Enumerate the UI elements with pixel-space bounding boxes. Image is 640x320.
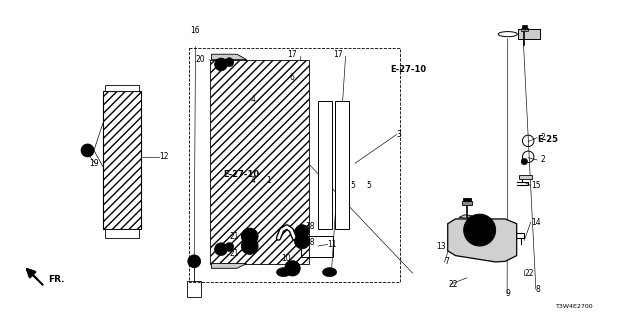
Bar bbox=[335, 101, 349, 228]
Bar bbox=[519, 175, 532, 179]
Circle shape bbox=[241, 228, 258, 245]
Circle shape bbox=[285, 261, 300, 276]
Circle shape bbox=[214, 243, 227, 256]
Circle shape bbox=[245, 242, 254, 251]
Bar bbox=[187, 281, 201, 297]
Circle shape bbox=[470, 221, 488, 239]
Text: 18: 18 bbox=[305, 238, 315, 247]
Circle shape bbox=[84, 147, 91, 154]
Circle shape bbox=[225, 243, 234, 252]
Circle shape bbox=[225, 58, 234, 67]
Text: 5: 5 bbox=[366, 181, 371, 190]
Polygon shape bbox=[211, 54, 246, 60]
Text: E-27-10: E-27-10 bbox=[223, 170, 259, 179]
Circle shape bbox=[295, 225, 309, 239]
Text: 17: 17 bbox=[287, 50, 296, 59]
Polygon shape bbox=[460, 215, 472, 218]
Text: 20: 20 bbox=[195, 55, 205, 64]
Bar bbox=[522, 25, 527, 28]
Text: T3W4E2700: T3W4E2700 bbox=[556, 304, 594, 309]
Text: 2: 2 bbox=[540, 133, 545, 142]
Bar bbox=[518, 29, 540, 39]
Bar bbox=[520, 28, 528, 31]
Ellipse shape bbox=[276, 268, 291, 276]
Text: 17: 17 bbox=[333, 50, 342, 59]
Circle shape bbox=[241, 238, 258, 254]
Polygon shape bbox=[103, 92, 141, 228]
Text: 18: 18 bbox=[305, 222, 315, 231]
Text: E-25: E-25 bbox=[537, 135, 558, 144]
Text: 12: 12 bbox=[159, 152, 168, 161]
Polygon shape bbox=[106, 85, 139, 92]
Text: 10: 10 bbox=[282, 254, 291, 263]
Polygon shape bbox=[210, 60, 309, 264]
Text: 16: 16 bbox=[191, 27, 200, 36]
Text: 5: 5 bbox=[351, 181, 356, 190]
Bar bbox=[301, 236, 333, 257]
Text: 1: 1 bbox=[266, 176, 271, 185]
Circle shape bbox=[521, 158, 527, 165]
Text: 13: 13 bbox=[436, 242, 446, 251]
Text: 4: 4 bbox=[251, 176, 256, 185]
Text: 7: 7 bbox=[445, 258, 449, 267]
Circle shape bbox=[188, 255, 200, 268]
Text: 8: 8 bbox=[536, 284, 541, 293]
Circle shape bbox=[245, 232, 254, 241]
Circle shape bbox=[464, 214, 495, 246]
Polygon shape bbox=[448, 219, 516, 262]
Bar bbox=[189, 48, 400, 282]
Text: 4: 4 bbox=[251, 95, 256, 104]
Bar bbox=[463, 197, 470, 201]
Circle shape bbox=[214, 58, 227, 71]
Polygon shape bbox=[211, 264, 246, 268]
Bar bbox=[462, 201, 472, 204]
Text: 19: 19 bbox=[89, 159, 99, 168]
Text: 21: 21 bbox=[229, 232, 239, 241]
Polygon shape bbox=[106, 228, 139, 238]
Text: 11: 11 bbox=[328, 240, 337, 249]
Text: 6: 6 bbox=[289, 73, 294, 82]
Bar bbox=[318, 101, 332, 228]
Text: FR.: FR. bbox=[49, 275, 65, 284]
Circle shape bbox=[81, 144, 94, 157]
Text: 14: 14 bbox=[531, 218, 540, 227]
Bar bbox=[518, 29, 540, 39]
Text: 15: 15 bbox=[531, 181, 540, 190]
Circle shape bbox=[294, 234, 310, 249]
Text: 3: 3 bbox=[397, 130, 401, 139]
Text: 9: 9 bbox=[505, 289, 510, 298]
Text: 22: 22 bbox=[524, 268, 534, 278]
Text: 2: 2 bbox=[540, 156, 545, 164]
Text: E-27-10: E-27-10 bbox=[390, 65, 426, 74]
Text: 22: 22 bbox=[449, 280, 458, 289]
Ellipse shape bbox=[323, 268, 337, 276]
Text: 21: 21 bbox=[229, 250, 239, 259]
